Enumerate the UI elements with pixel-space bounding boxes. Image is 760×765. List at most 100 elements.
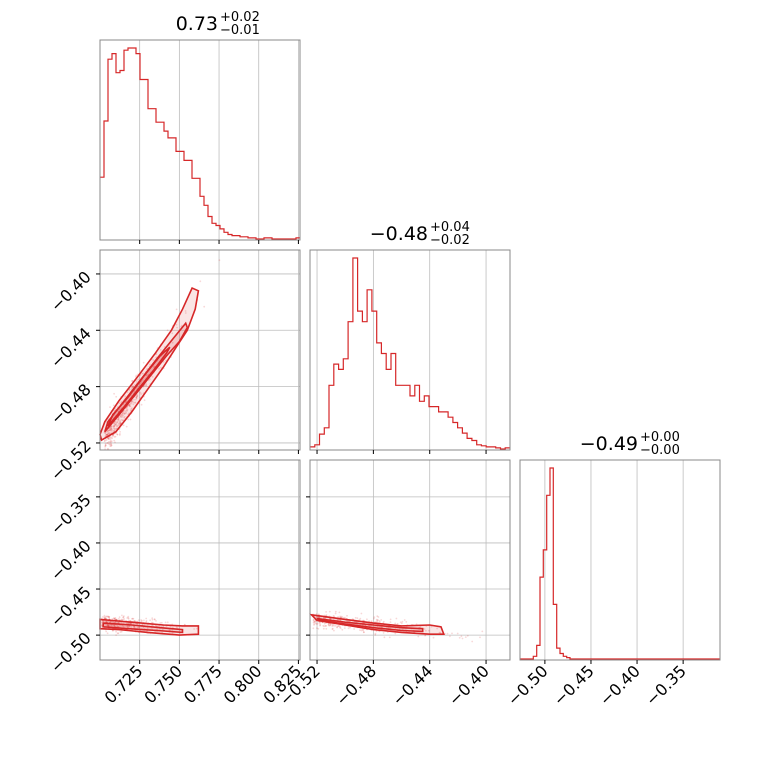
scatter-point	[143, 399, 146, 402]
scatter-point	[360, 612, 363, 615]
scatter-point	[143, 624, 146, 626]
scatter-point	[114, 423, 117, 426]
scatter-point	[403, 619, 406, 621]
scatter-point	[107, 432, 109, 435]
scatter-point	[111, 624, 113, 626]
scatter-point	[140, 619, 143, 621]
scatter-point	[105, 615, 108, 618]
scatter-point	[359, 629, 361, 631]
scatter-point	[110, 427, 113, 430]
scatter-point	[316, 622, 319, 625]
y-tick-label-1-0: −0.52	[47, 436, 95, 484]
contour-1-0-level-2	[107, 346, 171, 427]
scatter-point	[112, 617, 115, 619]
scatter-point	[113, 425, 115, 428]
scatter-point	[329, 617, 331, 620]
scatter-point	[113, 624, 116, 627]
scatter-point	[379, 621, 381, 623]
scatter-point	[113, 617, 116, 620]
scatter-point	[105, 433, 108, 436]
scatter-point	[159, 622, 162, 624]
scatter-point	[151, 624, 154, 627]
scatter-point	[109, 621, 112, 624]
scatter-point	[108, 432, 111, 435]
scatter-point	[103, 620, 106, 622]
scatter-point	[133, 620, 136, 622]
scatter-point	[131, 400, 133, 403]
scatter-point	[375, 630, 378, 633]
scatter-point	[337, 616, 339, 618]
scatter-point	[184, 310, 187, 312]
scatter-point	[137, 378, 140, 381]
scatter-point	[328, 624, 331, 627]
scatter-point	[106, 632, 109, 635]
scatter-point	[104, 445, 106, 448]
scatter-point	[378, 620, 381, 622]
scatter-point	[104, 616, 107, 618]
scatter-point	[377, 619, 379, 621]
scatter-point	[115, 422, 118, 425]
scatter-point	[130, 408, 133, 411]
scatter-point	[113, 429, 116, 432]
scatter-point	[130, 402, 133, 404]
scatter-point	[481, 630, 484, 633]
y-tick-label-2-3: −0.35	[47, 490, 95, 538]
scatter-point	[373, 616, 376, 619]
scatter-point	[328, 610, 331, 613]
scatter-point	[105, 624, 108, 627]
scatter-point	[123, 416, 125, 419]
scatter-point	[104, 444, 107, 447]
histogram-0	[100, 47, 300, 240]
scatter-point	[132, 617, 135, 620]
scatter-point	[149, 363, 151, 366]
scatter-point	[394, 632, 397, 635]
scatter-point	[102, 620, 104, 622]
histogram-1	[310, 257, 510, 450]
scatter-point	[109, 437, 112, 440]
scatter-point	[169, 629, 172, 631]
scatter-point	[446, 632, 449, 635]
scatter-point	[341, 628, 344, 631]
scatter-point	[146, 368, 148, 371]
scatter-point	[107, 624, 110, 627]
scatter-point	[107, 624, 110, 627]
scatter-point	[114, 625, 117, 628]
scatter-point	[203, 305, 206, 308]
scatter-point	[142, 372, 145, 375]
scatter-point	[359, 617, 362, 620]
scatter-point	[324, 625, 327, 627]
scatter-point	[107, 624, 110, 627]
scatter-point	[460, 635, 463, 638]
scatter-point	[376, 615, 379, 618]
x-tick-label-0-2: 0.775	[180, 661, 226, 707]
x-tick-label-1-3: −0.40	[445, 661, 493, 709]
scatter-point	[119, 420, 121, 422]
scatter-point	[319, 623, 322, 626]
scatter-point	[114, 617, 116, 620]
scatter-point	[126, 408, 129, 411]
scatter-point	[142, 379, 144, 382]
scatter-point	[133, 620, 136, 622]
scatter-point	[128, 403, 131, 406]
scatter-point	[389, 618, 392, 621]
scatter-point	[193, 628, 196, 630]
scatter-point	[119, 415, 122, 417]
scatter-point	[329, 624, 332, 627]
scatter-point	[110, 440, 113, 443]
scatter-point	[104, 444, 107, 447]
scatter-point	[343, 627, 346, 629]
scatter-point	[111, 425, 113, 428]
scatter-point	[109, 406, 111, 408]
scatter-point	[114, 421, 117, 423]
scatter-point	[130, 387, 133, 390]
scatter-point	[118, 402, 121, 404]
scatter-point	[135, 397, 138, 399]
scatter-point	[382, 620, 385, 623]
scatter-point	[376, 619, 379, 622]
scatter-point	[315, 613, 318, 615]
scatter-point	[115, 427, 118, 430]
scatter-point	[108, 438, 110, 440]
scatter-point	[456, 632, 459, 635]
scatter-point	[120, 419, 123, 421]
param-title-2-value: −0.49	[580, 433, 638, 455]
